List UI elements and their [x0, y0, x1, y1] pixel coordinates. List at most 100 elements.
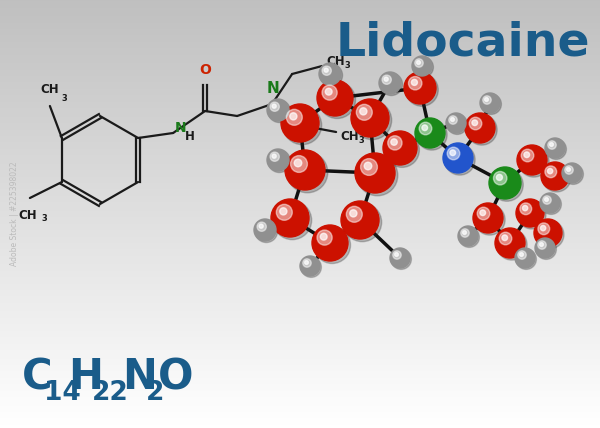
Circle shape: [415, 59, 423, 67]
Bar: [0, 27, 600, 30]
Circle shape: [391, 139, 397, 145]
Circle shape: [545, 166, 557, 178]
Bar: [0, 425, 600, 428]
Circle shape: [565, 166, 573, 174]
Bar: [0, 331, 600, 334]
Circle shape: [483, 96, 491, 104]
Circle shape: [271, 199, 309, 237]
Circle shape: [412, 79, 418, 86]
Circle shape: [325, 88, 332, 95]
Circle shape: [280, 208, 287, 215]
Bar: [0, 53, 600, 56]
Bar: [0, 421, 600, 424]
Circle shape: [351, 99, 389, 137]
Bar: [0, 170, 600, 173]
Bar: [0, 410, 600, 413]
Circle shape: [341, 201, 379, 239]
Bar: [0, 61, 600, 64]
Bar: [0, 78, 600, 81]
Bar: [0, 57, 600, 60]
Circle shape: [475, 205, 505, 235]
Circle shape: [563, 164, 583, 184]
Circle shape: [518, 251, 526, 259]
Bar: [0, 166, 600, 169]
Circle shape: [267, 99, 289, 121]
Bar: [0, 8, 600, 11]
Bar: [0, 350, 600, 353]
Circle shape: [499, 232, 512, 245]
Circle shape: [300, 256, 320, 276]
Text: O: O: [199, 63, 211, 77]
Bar: [0, 367, 600, 370]
Bar: [0, 386, 600, 389]
Bar: [0, 314, 600, 317]
Circle shape: [485, 98, 488, 101]
Bar: [0, 342, 600, 345]
Bar: [0, 183, 600, 186]
Circle shape: [446, 113, 466, 133]
Bar: [0, 361, 600, 364]
Circle shape: [404, 72, 436, 104]
Bar: [0, 190, 600, 193]
Circle shape: [346, 206, 362, 222]
Bar: [0, 132, 600, 135]
Circle shape: [480, 210, 485, 216]
Circle shape: [472, 120, 478, 125]
Bar: [0, 128, 600, 131]
Circle shape: [545, 198, 548, 202]
Bar: [0, 292, 600, 295]
Text: CH: CH: [41, 83, 59, 96]
Circle shape: [546, 139, 566, 159]
Bar: [0, 125, 600, 128]
Circle shape: [535, 238, 555, 258]
Circle shape: [538, 241, 546, 249]
Circle shape: [259, 224, 263, 228]
Bar: [0, 74, 600, 77]
Circle shape: [317, 230, 332, 245]
Bar: [0, 72, 600, 75]
Circle shape: [521, 149, 534, 162]
Text: N: N: [267, 81, 280, 96]
Circle shape: [502, 235, 508, 241]
Text: 3: 3: [358, 136, 364, 145]
Circle shape: [550, 143, 553, 146]
Circle shape: [517, 145, 547, 175]
Bar: [0, 121, 600, 124]
Bar: [0, 217, 600, 220]
Bar: [0, 419, 600, 422]
Circle shape: [303, 259, 311, 267]
Circle shape: [312, 225, 348, 261]
Circle shape: [283, 106, 322, 145]
Circle shape: [463, 231, 466, 235]
Bar: [0, 333, 600, 336]
Bar: [0, 113, 600, 116]
Circle shape: [465, 113, 495, 143]
Bar: [0, 155, 600, 158]
Bar: [0, 1, 600, 4]
Bar: [0, 151, 600, 154]
Bar: [0, 0, 600, 2]
Bar: [0, 123, 600, 126]
Bar: [0, 40, 600, 43]
Bar: [0, 408, 600, 411]
Circle shape: [547, 169, 553, 174]
Circle shape: [390, 248, 410, 268]
Circle shape: [383, 131, 417, 165]
Bar: [0, 412, 600, 415]
Text: CH: CH: [326, 54, 345, 68]
Bar: [0, 25, 600, 28]
Bar: [0, 282, 600, 285]
Bar: [0, 18, 600, 21]
Bar: [0, 265, 600, 268]
Bar: [0, 106, 600, 109]
Bar: [0, 267, 600, 270]
Bar: [0, 372, 600, 374]
Bar: [0, 179, 600, 182]
Circle shape: [257, 222, 266, 231]
Text: Lidocaine: Lidocaine: [335, 20, 590, 65]
Bar: [0, 98, 600, 101]
Bar: [0, 374, 600, 377]
Bar: [0, 172, 600, 175]
Bar: [0, 309, 600, 312]
Bar: [0, 93, 600, 96]
